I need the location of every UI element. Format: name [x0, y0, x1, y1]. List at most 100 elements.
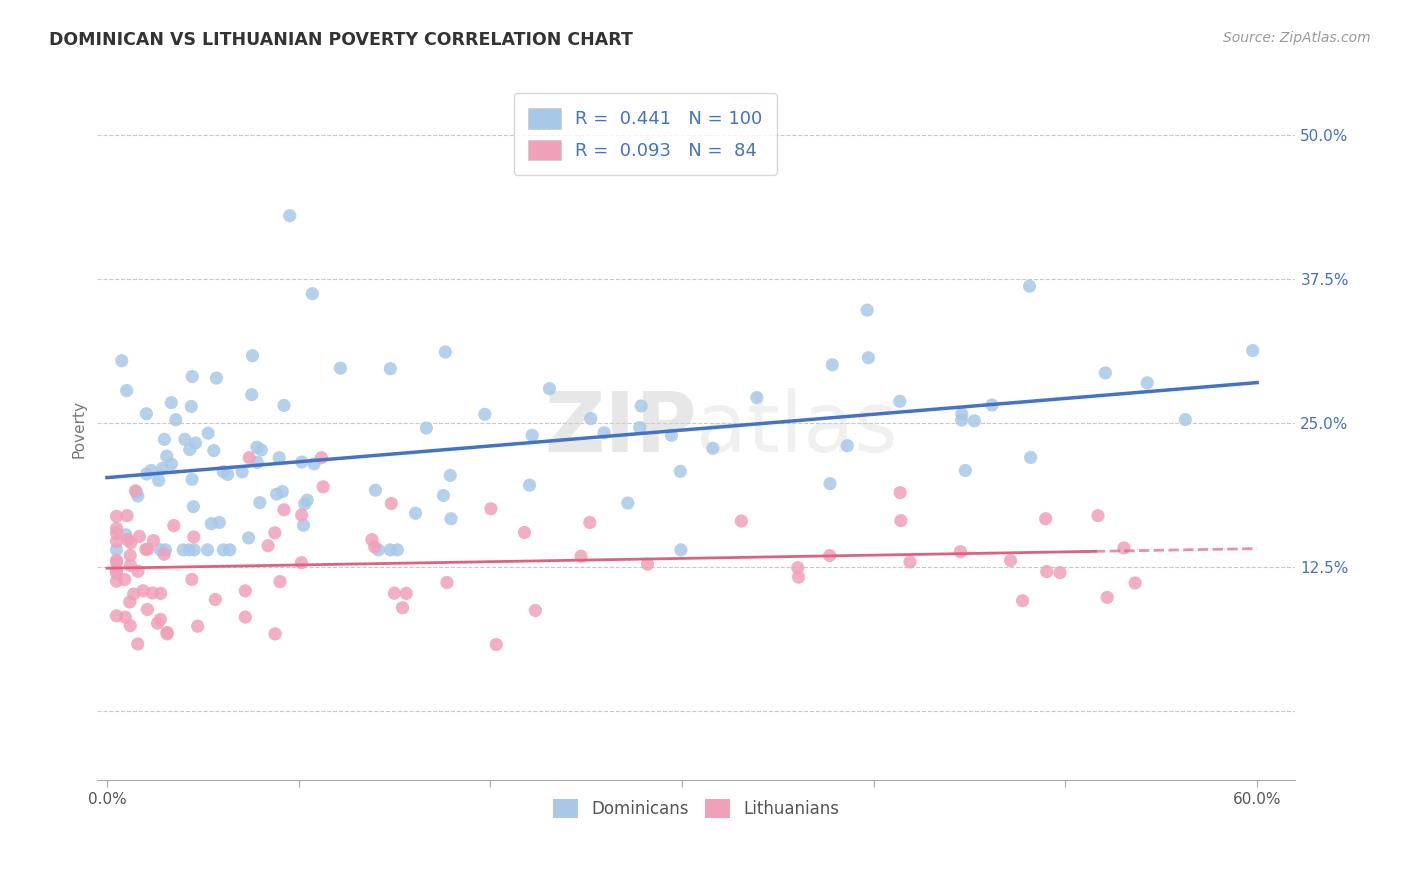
- Point: [142, 533, 165, 548]
- Point: [669, 464, 692, 478]
- Point: [361, 533, 384, 547]
- Point: [889, 485, 911, 500]
- Point: [593, 425, 616, 440]
- Point: [136, 542, 159, 557]
- Point: [302, 457, 325, 471]
- Point: [391, 600, 413, 615]
- Point: [405, 506, 427, 520]
- Point: [183, 500, 205, 514]
- Point: [105, 521, 128, 535]
- Point: [519, 478, 541, 492]
- Point: [249, 495, 271, 509]
- Point: [238, 531, 260, 545]
- Point: [273, 503, 295, 517]
- Point: [160, 395, 183, 409]
- Point: [105, 555, 128, 569]
- Point: [661, 428, 683, 442]
- Point: [367, 542, 389, 557]
- Point: [856, 303, 879, 318]
- Point: [127, 637, 149, 651]
- Point: [266, 487, 288, 501]
- Point: [1049, 566, 1071, 580]
- Point: [149, 612, 172, 626]
- Point: [246, 440, 269, 454]
- Point: [149, 586, 172, 600]
- Point: [212, 465, 235, 479]
- Point: [702, 442, 724, 456]
- Point: [637, 557, 659, 571]
- Point: [132, 583, 155, 598]
- Point: [264, 627, 287, 641]
- Point: [114, 610, 136, 624]
- Point: [187, 619, 209, 633]
- Point: [115, 508, 138, 523]
- Point: [120, 549, 142, 563]
- Point: [127, 564, 149, 578]
- Point: [292, 518, 315, 533]
- Point: [271, 484, 294, 499]
- Point: [380, 542, 402, 557]
- Point: [205, 371, 228, 385]
- Point: [380, 361, 402, 376]
- Point: [524, 603, 547, 617]
- Point: [125, 485, 148, 500]
- Point: [202, 443, 225, 458]
- Point: [1094, 366, 1116, 380]
- Point: [128, 529, 150, 543]
- Point: [485, 638, 508, 652]
- Point: [246, 455, 269, 469]
- Point: [179, 542, 201, 557]
- Point: [522, 428, 544, 442]
- Point: [184, 436, 207, 450]
- Point: [165, 413, 187, 427]
- Point: [115, 384, 138, 398]
- Point: [183, 530, 205, 544]
- Point: [898, 555, 921, 569]
- Point: [146, 616, 169, 631]
- Point: [311, 450, 333, 465]
- Point: [217, 467, 239, 482]
- Point: [273, 399, 295, 413]
- Point: [1018, 279, 1040, 293]
- Point: [301, 286, 323, 301]
- Point: [981, 398, 1004, 412]
- Point: [105, 553, 128, 567]
- Point: [135, 407, 157, 421]
- Point: [439, 468, 461, 483]
- Point: [963, 414, 986, 428]
- Point: [1011, 594, 1033, 608]
- Point: [889, 394, 911, 409]
- Point: [105, 542, 128, 557]
- Point: [231, 465, 253, 479]
- Point: [149, 542, 172, 557]
- Point: [105, 509, 128, 524]
- Point: [382, 586, 405, 600]
- Point: [950, 407, 973, 421]
- Point: [415, 421, 437, 435]
- Point: [269, 574, 291, 589]
- Point: [821, 358, 844, 372]
- Point: [163, 518, 186, 533]
- Point: [200, 516, 222, 531]
- Point: [628, 420, 651, 434]
- Point: [153, 433, 176, 447]
- Point: [364, 483, 387, 498]
- Point: [730, 514, 752, 528]
- Point: [291, 508, 314, 522]
- Point: [617, 496, 640, 510]
- Point: [1087, 508, 1109, 523]
- Point: [153, 547, 176, 561]
- Point: [120, 535, 142, 549]
- Point: [329, 361, 352, 376]
- Point: [118, 595, 141, 609]
- Point: [242, 349, 264, 363]
- Point: [240, 387, 263, 401]
- Point: [786, 560, 808, 574]
- Point: [479, 501, 502, 516]
- Point: [122, 587, 145, 601]
- Point: [295, 493, 318, 508]
- Point: [745, 391, 768, 405]
- Point: [105, 526, 128, 541]
- Point: [1019, 450, 1042, 465]
- Point: [127, 489, 149, 503]
